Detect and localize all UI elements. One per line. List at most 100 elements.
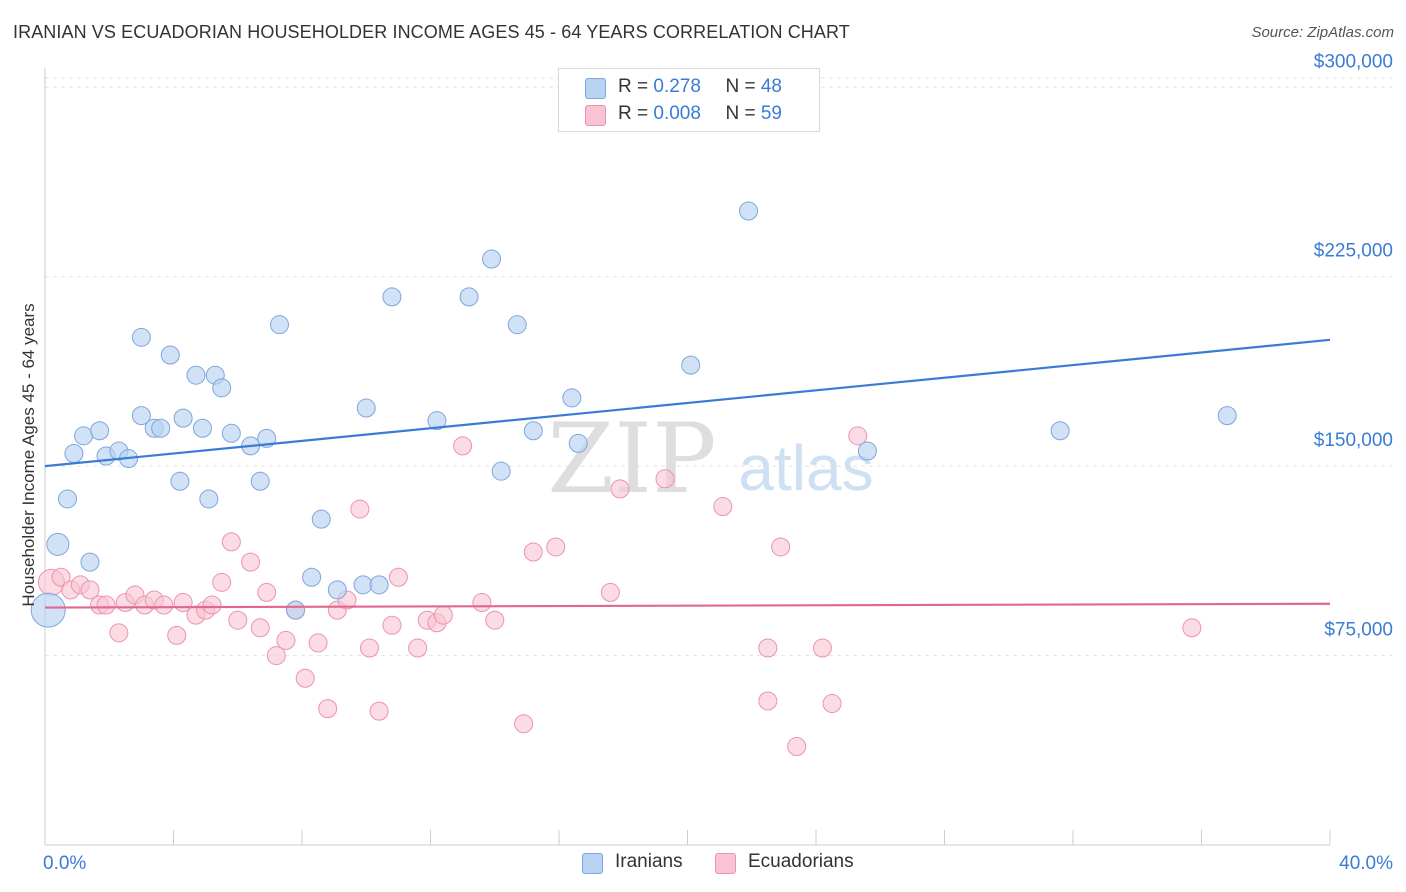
iranian-point: [64, 444, 84, 463]
ecuadorian-point: [80, 580, 100, 600]
iranian-point: [302, 567, 322, 587]
chart-title: IRANIAN VS ECUADORIAN HOUSEHOLDER INCOME…: [13, 22, 850, 42]
ecuadorian-point: [771, 537, 791, 557]
ecuadorian-point: [600, 582, 620, 602]
legend-r-label: R =: [618, 103, 654, 124]
ecuadorian-point: [1182, 618, 1202, 638]
iranian-point: [250, 471, 270, 491]
legend-n-label: N =: [725, 76, 761, 97]
iranian-point: [57, 489, 77, 509]
ecuadorian-point: [295, 668, 315, 688]
iranian-point: [1050, 421, 1070, 441]
ecuadorian-point: [318, 699, 338, 719]
legend-n-value-iranians: 48: [760, 76, 782, 97]
ecuadorian-point: [848, 426, 868, 446]
legend-swatch-iranians: [585, 78, 606, 99]
ecuadorian-point: [167, 625, 187, 645]
iranian-point: [286, 600, 306, 620]
iranian-point: [80, 552, 100, 572]
ecuadorian-point: [221, 532, 241, 552]
ecuadorian-point: [51, 567, 71, 587]
ecuadorian-point: [713, 497, 733, 517]
iranians-trend-line: [44, 338, 1331, 468]
ecuadorian-point: [96, 595, 116, 615]
ecuadorians-trend-line: [44, 602, 1331, 609]
y-tick-label: $225,000: [1314, 241, 1393, 262]
legend-r-value-ecuadorians: 0.008: [653, 103, 701, 124]
ecuadorian-point: [523, 542, 543, 562]
ecuadorian-point: [359, 638, 379, 658]
iranian-point: [131, 327, 151, 347]
watermark: ZIP atlas: [547, 403, 873, 515]
iranian-point: [369, 575, 389, 595]
iranian-point: [562, 388, 582, 408]
ecuadorian-point: [388, 567, 408, 587]
ecuadorian-point: [257, 582, 277, 602]
legend-n-label: N =: [725, 103, 761, 124]
ecuadorian-point: [109, 623, 129, 643]
ecuadorian-point: [514, 714, 534, 734]
ecuadorian-point: [758, 638, 778, 658]
iranian-point: [199, 489, 219, 509]
series-swatch-ecuadorians: [715, 853, 736, 874]
ecuadorian-point: [758, 691, 778, 711]
iranian-point: [46, 532, 70, 556]
y-tick-label: $150,000: [1314, 430, 1393, 451]
iranian-point: [192, 418, 212, 438]
iranian-point: [170, 471, 190, 491]
ecuadorian-point: [453, 436, 473, 456]
ecuadorian-point: [154, 595, 174, 615]
ecuadorian-point: [812, 638, 832, 658]
x-tick-label: 0.0%: [43, 853, 86, 874]
iranian-point: [327, 580, 347, 600]
iranian-point: [382, 287, 402, 307]
legend-n-value-ecuadorians: 59: [760, 103, 782, 124]
iranian-point: [151, 418, 171, 438]
iranian-point: [459, 287, 479, 307]
iranian-point: [568, 433, 588, 453]
series-swatch-iranians: [582, 853, 603, 874]
legend-r-value-iranians: 0.278: [653, 76, 701, 97]
ecuadorian-point: [655, 469, 675, 489]
y-axis-label: Householder Income Ages 45 - 64 years: [19, 303, 38, 606]
iranian-point: [681, 355, 701, 375]
series-label-ecuadorians: Ecuadorians: [748, 851, 854, 872]
ecuadorian-point: [202, 595, 222, 615]
iranian-point: [857, 441, 877, 461]
ecuadorian-point: [485, 610, 505, 630]
trend-lines: [44, 338, 1331, 609]
x-tick-label: 40.0%: [1339, 853, 1393, 874]
iranian-point: [74, 426, 94, 446]
y-tick-label: $75,000: [1324, 620, 1393, 641]
iranian-point: [212, 378, 232, 398]
ecuadorian-point: [408, 638, 428, 658]
ecuadorian-point: [546, 537, 566, 557]
ecuadorian-point: [369, 701, 389, 721]
iranian-point: [160, 345, 180, 365]
iranian-point: [30, 592, 66, 628]
correlation-legend: R = 0.278 N = 48 R = 0.008 N = 59: [558, 68, 820, 132]
iranian-point: [739, 201, 759, 221]
legend-swatch-ecuadorians: [585, 105, 606, 126]
tick-labels: $75,000 $150,000 $225,000 $300,000 0.0% 40.0%: [43, 51, 1393, 874]
iranian-point: [270, 315, 290, 335]
ecuadorian-point: [787, 736, 807, 756]
iranian-point: [427, 411, 447, 431]
ecuadorian-point: [228, 610, 248, 630]
ecuadorian-point: [382, 615, 402, 635]
watermark-zip: ZIP: [547, 403, 716, 515]
iranian-point: [1217, 406, 1237, 426]
iranian-point: [491, 461, 511, 481]
ecuadorian-point: [472, 593, 492, 613]
watermark-atlas: atlas: [738, 432, 873, 504]
axes: [44, 68, 1331, 846]
ecuadorian-point: [250, 618, 270, 638]
iranian-point: [523, 421, 543, 441]
iranian-point: [221, 423, 241, 443]
series-label-iranians: Iranians: [615, 851, 683, 872]
legend-r-label: R =: [618, 76, 654, 97]
iranian-point: [90, 421, 110, 441]
iranians-points: [30, 201, 1237, 628]
iranian-point: [186, 365, 206, 385]
iranian-point: [356, 398, 376, 418]
